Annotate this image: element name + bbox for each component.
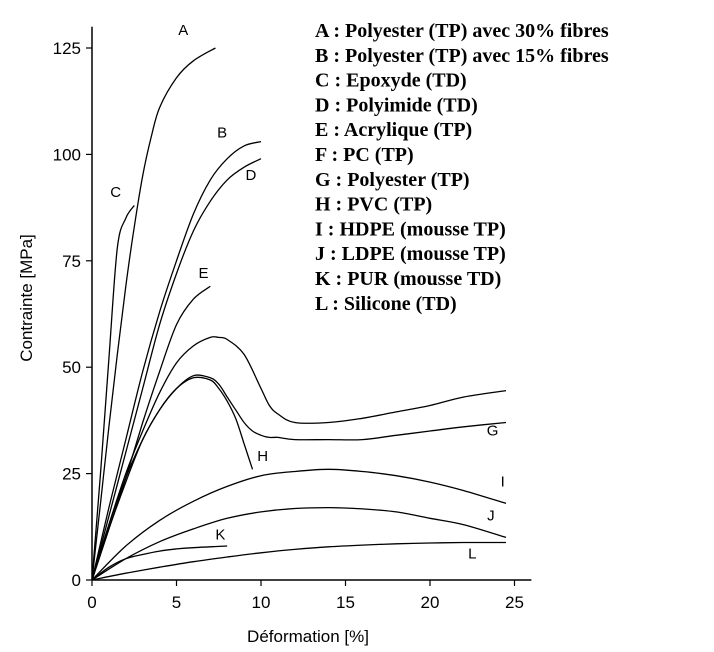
curve-label-g: G bbox=[487, 422, 499, 439]
legend-entry: K : PUR (mousse TD) bbox=[315, 268, 501, 290]
y-tick-label: 100 bbox=[53, 145, 81, 164]
curve-label-l: L bbox=[468, 546, 476, 563]
curve-g bbox=[91, 336, 507, 581]
curve-label-k: K bbox=[215, 527, 225, 544]
x-tick-label: 5 bbox=[172, 593, 181, 612]
x-tick-label: 10 bbox=[252, 593, 271, 612]
legend-entry: C : Epoxyde (TD) bbox=[315, 70, 467, 92]
legend-entry: F : PC (TP) bbox=[315, 144, 414, 166]
curve-label-a: A bbox=[178, 22, 188, 39]
y-tick-label: 0 bbox=[72, 571, 81, 590]
legend-entry: H : PVC (TP) bbox=[315, 194, 432, 216]
curve-label-e: E bbox=[199, 265, 209, 282]
legend-entry: I : HDPE (mousse TP) bbox=[315, 218, 506, 240]
curve-label-d: D bbox=[245, 167, 256, 184]
curve-j bbox=[91, 506, 507, 581]
curve-label-c: C bbox=[110, 184, 121, 201]
axes-group: 0 5 10 15 20 25 0 25 50 75 100 125 bbox=[53, 26, 532, 612]
curve-c bbox=[91, 205, 135, 581]
curve-k bbox=[91, 545, 228, 581]
legend-entry: L : Silicone (TD) bbox=[315, 293, 457, 315]
legend-group: A : Polyester (TP) avec 30% fibres B : Po… bbox=[315, 20, 609, 315]
curve-label-b: B bbox=[217, 124, 227, 141]
legend-entry: E : Acrylique (TP) bbox=[315, 119, 472, 141]
x-tick-label: 20 bbox=[421, 593, 440, 612]
curve-label-j: J bbox=[487, 507, 495, 524]
y-axis-title: Contrainte [MPa] bbox=[17, 234, 36, 362]
legend-entry: G : Polyester (TP) bbox=[315, 169, 470, 191]
curve-h bbox=[91, 376, 254, 581]
x-tick-label: 25 bbox=[505, 593, 524, 612]
legend-entry: A : Polyester (TP) avec 30% fibres bbox=[315, 20, 609, 42]
legend-entry: B : Polyester (TP) avec 15% fibres bbox=[315, 45, 609, 67]
curves-group bbox=[91, 47, 507, 581]
curve-i bbox=[91, 468, 507, 581]
y-tick-label: 25 bbox=[62, 465, 81, 484]
x-tick-label: 15 bbox=[336, 593, 355, 612]
curve-e bbox=[91, 285, 211, 581]
curve-d bbox=[91, 158, 262, 581]
curve-a bbox=[91, 47, 216, 581]
x-tick-label: 0 bbox=[87, 593, 96, 612]
legend-entry: D : Polyimide (TD) bbox=[315, 94, 478, 116]
y-tick-label: 75 bbox=[62, 252, 81, 271]
x-axis-title: Déformation [%] bbox=[247, 627, 369, 646]
curve-label-i: I bbox=[501, 473, 505, 490]
curve-b bbox=[91, 140, 262, 581]
y-tick-label: 50 bbox=[62, 358, 81, 377]
y-tick-label: 125 bbox=[53, 39, 81, 58]
curve-l bbox=[91, 541, 506, 581]
curve-label-h: H bbox=[257, 448, 268, 465]
curve-labels-group: A B C D E H G IJ K L bbox=[110, 22, 505, 562]
legend-entry: J : LDPE (mousse TP) bbox=[315, 243, 506, 265]
